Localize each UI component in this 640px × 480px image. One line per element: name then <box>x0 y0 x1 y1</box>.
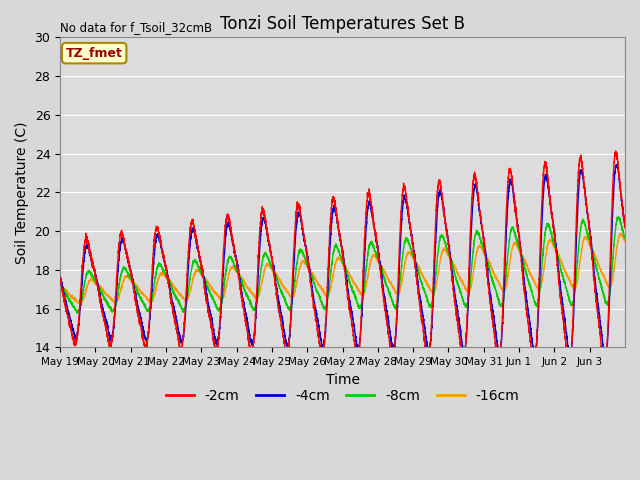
Title: Tonzi Soil Temperatures Set B: Tonzi Soil Temperatures Set B <box>220 15 465 33</box>
Text: TZ_fmet: TZ_fmet <box>66 47 123 60</box>
Text: No data for f_Tsoil_32cmB: No data for f_Tsoil_32cmB <box>60 21 212 34</box>
X-axis label: Time: Time <box>326 372 360 387</box>
Y-axis label: Soil Temperature (C): Soil Temperature (C) <box>15 121 29 264</box>
Legend: -2cm, -4cm, -8cm, -16cm: -2cm, -4cm, -8cm, -16cm <box>160 384 525 408</box>
